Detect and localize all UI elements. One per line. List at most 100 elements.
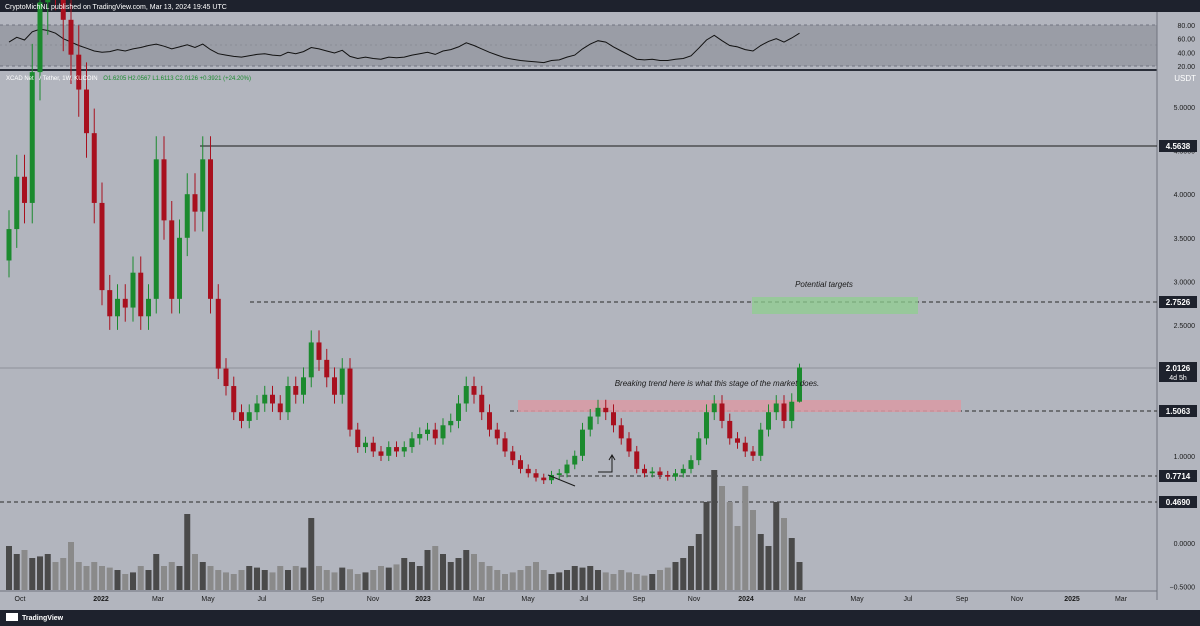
candle-body <box>595 407 601 417</box>
volume-bar <box>269 572 276 590</box>
volume-bar <box>6 546 12 590</box>
price-tick-label: 3.5000 <box>1174 236 1196 243</box>
candle <box>84 62 89 158</box>
volume-bar <box>657 570 663 590</box>
candle <box>487 404 492 437</box>
volume-bar <box>695 534 702 590</box>
time-axis-label: Nov <box>1011 596 1024 603</box>
price-tick-label: 0.0000 <box>1174 541 1196 548</box>
volume-bar <box>362 572 369 590</box>
candle-body <box>254 403 260 413</box>
candle-body <box>107 290 113 317</box>
volume-bar <box>610 574 617 590</box>
candle-body <box>401 447 407 452</box>
candle <box>161 136 167 240</box>
candle <box>215 284 221 380</box>
candle-body <box>417 434 423 439</box>
candle-body <box>789 401 795 421</box>
volume-bar <box>455 558 462 590</box>
candle-body <box>231 386 237 413</box>
potential-targets-zone[interactable] <box>752 297 918 314</box>
volume-bar <box>292 566 299 590</box>
candle-body <box>448 420 454 426</box>
candle <box>750 445 756 462</box>
candle-body <box>184 194 190 238</box>
volume-bar <box>68 542 74 590</box>
volume-bar <box>21 550 28 590</box>
candle-body <box>378 451 384 456</box>
candle <box>355 422 361 453</box>
candle-body <box>293 386 299 395</box>
candle <box>704 404 709 445</box>
volume-bar <box>153 554 160 590</box>
candle-body <box>37 2 43 73</box>
candle-body <box>781 403 787 421</box>
candle <box>611 404 616 433</box>
candle-body <box>657 471 663 475</box>
candle <box>634 445 640 474</box>
candle <box>223 358 229 396</box>
candle <box>347 358 353 437</box>
volume-bar <box>571 566 578 590</box>
volume-bar <box>618 570 625 590</box>
time-axis-label: Sep <box>312 596 325 603</box>
candle-body <box>316 342 322 360</box>
candle-body <box>463 386 469 404</box>
candle <box>541 473 547 484</box>
rsi-tick-labels: 80.00 60.00 40.00 20.00 <box>1177 23 1195 71</box>
candle-body <box>711 403 717 413</box>
candle-body <box>192 194 198 212</box>
candle <box>55 0 56 11</box>
candle-body <box>580 429 585 456</box>
candle-body <box>758 429 764 456</box>
volume-bar <box>207 566 214 590</box>
candle-body <box>138 272 144 317</box>
price-tick-label: −0.5000 <box>1170 585 1196 592</box>
candle <box>285 376 291 421</box>
time-axis-labels: Oct 2022 Mar May Jul Sep Nov 2023 Mar May Jul Sep No… <box>15 596 1128 603</box>
candle <box>657 467 663 480</box>
volume-bar <box>122 574 129 590</box>
candle-body <box>518 460 523 469</box>
candle <box>525 464 531 478</box>
candle <box>339 358 345 404</box>
candle <box>649 467 655 478</box>
candle-body <box>347 368 353 430</box>
candle-body <box>308 342 314 378</box>
resistance-zone[interactable] <box>518 400 961 412</box>
volume-bar <box>254 567 260 590</box>
candle-body <box>556 473 562 475</box>
candle <box>130 256 136 322</box>
candle-body <box>91 133 97 203</box>
volume-bar <box>285 570 291 590</box>
volume-bar <box>796 562 803 590</box>
time-axis-label: Jul <box>258 596 267 603</box>
current-price-badge <box>1159 362 1197 382</box>
candle <box>603 399 609 421</box>
candle-body <box>494 429 500 439</box>
candle-body <box>76 54 82 90</box>
volume-bar <box>432 546 439 590</box>
volume-bar <box>525 566 532 590</box>
candle <box>572 450 578 470</box>
volume-bar <box>323 570 330 590</box>
candle-body <box>223 368 229 387</box>
candle-body <box>773 403 779 413</box>
candle <box>425 422 430 441</box>
rsi-line <box>8 28 800 64</box>
candle-body <box>169 220 175 299</box>
candle <box>510 445 516 466</box>
volume-bar <box>184 514 191 590</box>
candle <box>363 436 368 453</box>
candle-body <box>541 477 547 481</box>
volume-bar <box>424 550 431 590</box>
volume-bar <box>719 486 725 590</box>
volume-bar <box>176 566 183 590</box>
candle <box>781 395 787 429</box>
candle <box>270 385 275 412</box>
candle <box>680 464 686 478</box>
volume-bar <box>277 566 284 590</box>
volume-bar <box>409 562 415 590</box>
candle-body <box>549 474 554 481</box>
